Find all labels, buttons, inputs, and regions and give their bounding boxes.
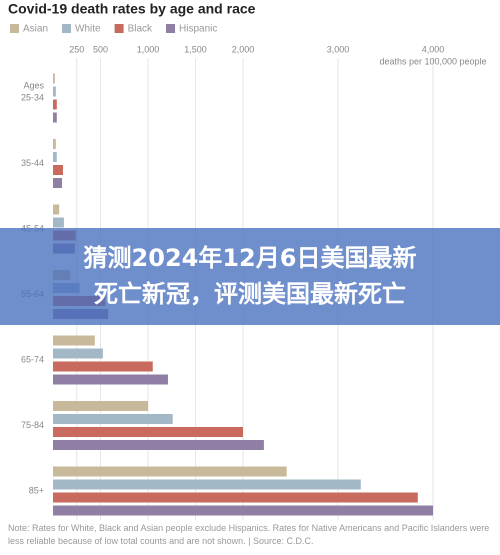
bar [53,178,63,188]
bar [53,139,56,149]
overlay-banner: 猜测2024年12月6日美国最新 死亡新冠，评测美国最新死亡 [0,228,500,325]
legend-swatch [114,24,124,33]
x-axis-label: deaths per 100,000 people [379,56,486,66]
bar [53,361,153,372]
overlay-line: 死亡新冠，评测美国最新死亡 [94,280,406,308]
overlay-line: 猜测2024年12月6日美国最新 [83,244,417,272]
legend-label: Asian [23,24,48,35]
y-tick-label: 35-44 [21,158,44,168]
bar [53,217,64,228]
bar [53,99,57,110]
x-tick-label: 3,000 [327,44,350,54]
bar [53,348,103,359]
category-header: Ages [23,80,44,90]
bar [53,440,264,450]
bar [53,204,60,215]
bar [53,374,168,385]
legend-swatch [166,24,176,33]
y-tick-label: 75-84 [21,420,44,430]
legend-label: Hispanic [179,24,217,35]
y-tick-label: 25-34 [21,92,44,102]
x-tick-label: 1,000 [137,44,160,54]
y-tick-label: 65-74 [21,354,44,364]
bar [53,73,55,84]
chart-title: Covid-19 death rates by age and race [8,1,256,17]
bar [53,112,57,123]
legend-swatch [62,24,72,33]
x-tick-label: 250 [69,44,84,54]
bar [53,492,418,503]
x-tick-label: 4,000 [422,44,445,54]
bar [53,427,243,437]
note: Note: Rates for White, Black and Asian p… [8,523,490,546]
x-tick-label: 1,500 [184,44,207,54]
bar [53,414,173,424]
legend-label: Black [128,24,153,35]
y-tick-label: 85+ [29,485,44,495]
bar [53,479,361,490]
bar [53,86,56,97]
bar [53,335,95,346]
bar [53,165,63,175]
bar [53,401,148,411]
legend-swatch [10,24,19,33]
legend-label: White [75,24,101,35]
x-tick-label: 2,000 [232,44,255,54]
bar [53,466,287,477]
x-tick-label: 500 [93,44,108,54]
bar [53,505,433,516]
bar [53,152,57,162]
